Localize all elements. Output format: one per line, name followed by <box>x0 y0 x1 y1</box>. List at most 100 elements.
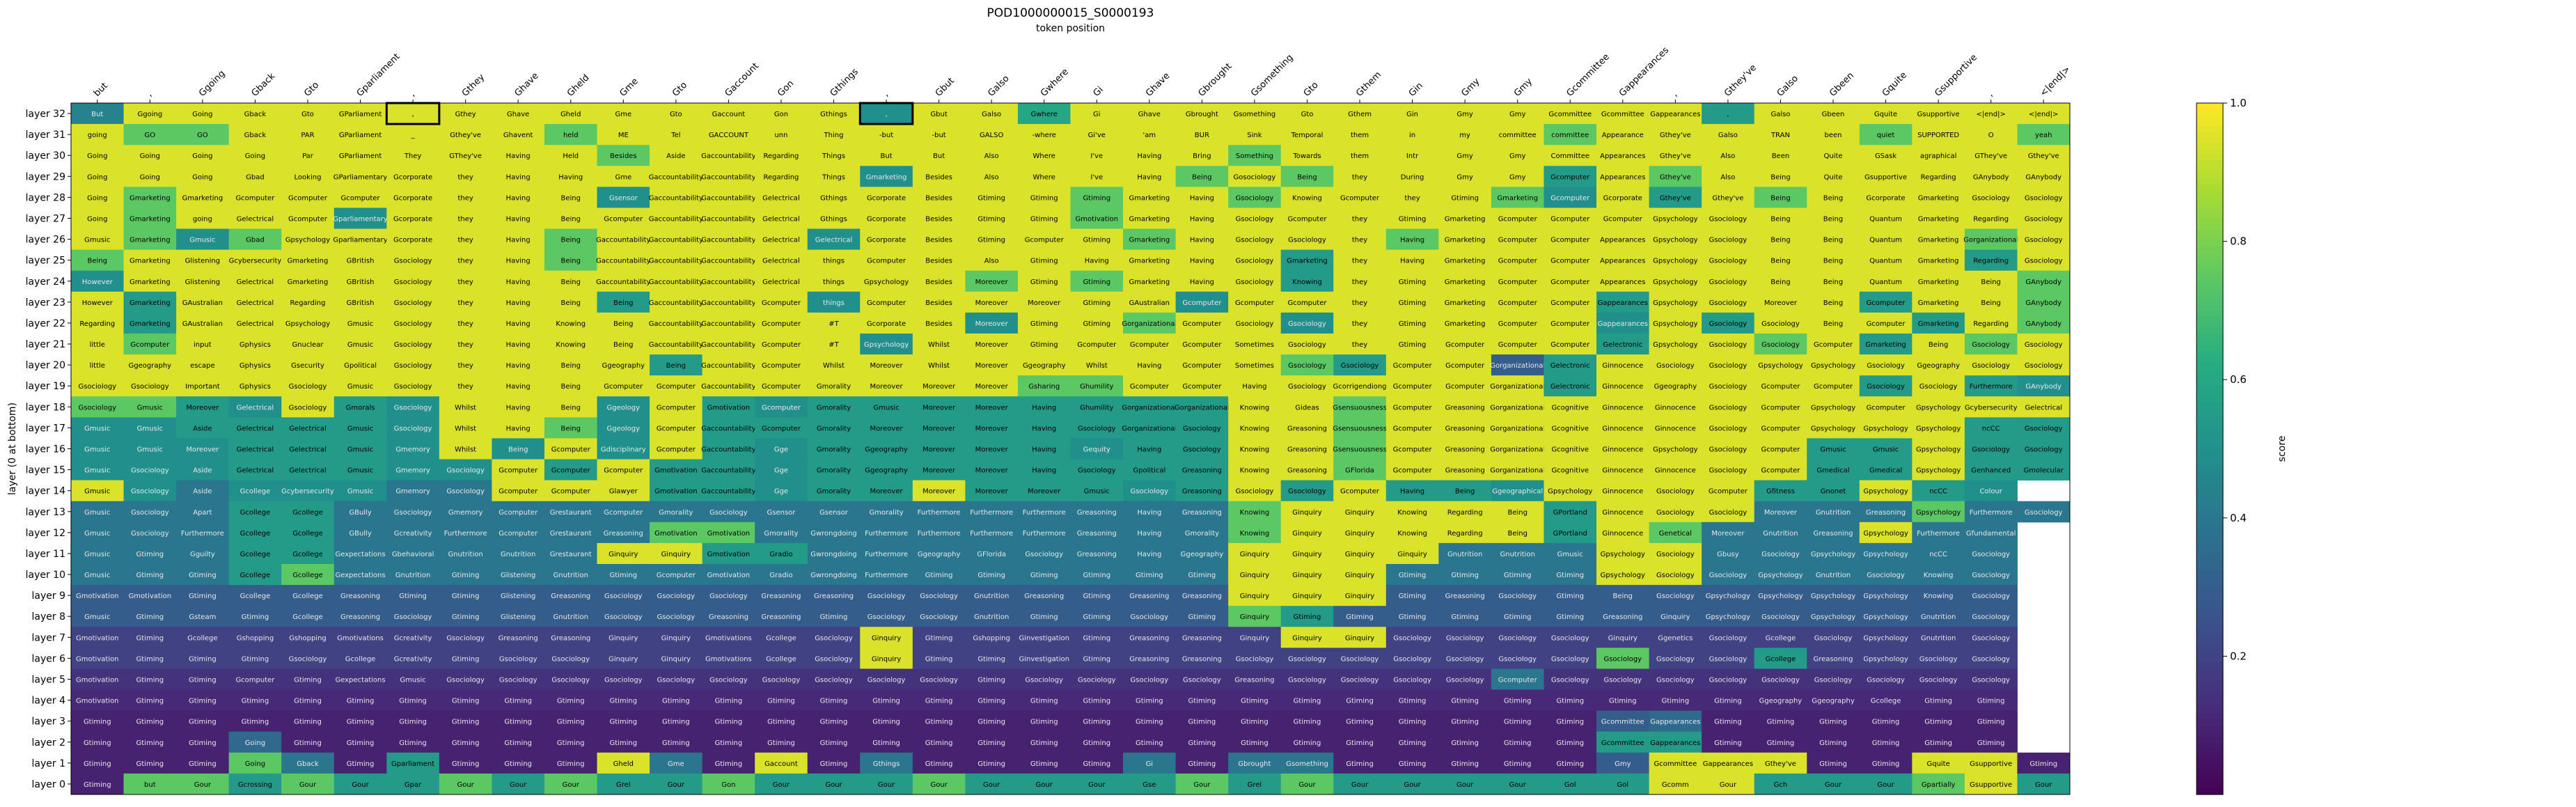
heatmap-cell <box>597 710 650 732</box>
cell-label: Gcollege <box>240 572 271 579</box>
heatmap-cell <box>755 249 808 272</box>
heatmap-cell <box>912 438 966 460</box>
heatmap-cell <box>71 480 125 502</box>
heatmap-cell <box>1754 207 1807 230</box>
heatmap-cell <box>1544 166 1597 187</box>
cell-label: Gme <box>668 760 684 768</box>
heatmap-cell <box>807 166 861 187</box>
cell-label: Gsociology <box>1709 341 1748 349</box>
heatmap-cell <box>1280 354 1334 376</box>
heatmap-cell <box>860 228 913 251</box>
colorbar-segment <box>2197 137 2223 144</box>
colorbar-segment <box>2197 299 2223 306</box>
cell-label: Gmorality <box>817 446 851 454</box>
heatmap-cell <box>2017 501 2071 523</box>
cell-label: Gto <box>301 111 314 118</box>
heatmap-cell <box>1280 668 1334 691</box>
heatmap-cell <box>1544 103 1597 125</box>
heatmap-cell <box>755 438 808 460</box>
heatmap-cell <box>755 145 808 166</box>
cell-label: Gtiming <box>504 719 532 726</box>
heatmap-cell <box>386 291 440 313</box>
heatmap-cell <box>1070 207 1124 230</box>
cell-label: Having <box>1400 488 1424 496</box>
cell-label: Gtiming <box>1399 572 1427 579</box>
cell-label: Gtiming <box>399 593 427 600</box>
heatmap-cell <box>1964 585 2018 606</box>
cell-label: Gcomputer <box>1814 383 1853 391</box>
heatmap-cell <box>1859 249 1913 272</box>
heatmap-cell <box>860 648 913 669</box>
heatmap-cell <box>544 396 598 418</box>
colorbar-segment <box>2197 269 2223 276</box>
heatmap-cell <box>1175 648 1229 669</box>
heatmap-cell <box>1175 354 1229 376</box>
heatmap-cell <box>1807 438 1860 460</box>
cell-label: -but <box>932 132 946 139</box>
heatmap-cell <box>281 334 335 355</box>
heatmap-cell <box>860 166 913 187</box>
cell-label: Ggenetics <box>1658 634 1693 642</box>
cell-label: Gsociology <box>1761 677 1800 684</box>
heatmap-cell <box>912 585 966 606</box>
heatmap-cell <box>1807 480 1860 502</box>
cell-label: Galso <box>982 111 1001 118</box>
cell-label: Gshopping <box>973 634 1010 642</box>
heatmap-cell <box>1859 710 1913 732</box>
heatmap-cell <box>597 312 650 334</box>
heatmap-cell <box>702 648 755 669</box>
x-tick-label: Gsomething <box>1249 52 1295 98</box>
heatmap-cell <box>807 270 861 292</box>
heatmap-cell <box>1123 207 1177 230</box>
heatmap-cell <box>650 375 703 397</box>
heatmap-cell <box>1596 606 1650 627</box>
heatmap-cell <box>386 606 440 627</box>
cell-label: Furthermore <box>444 530 487 538</box>
cell-label: Gmotivation <box>707 551 751 558</box>
cell-label: Gpsychology <box>285 237 330 244</box>
heatmap-cell <box>1649 396 1702 418</box>
heatmap-cell <box>1333 124 1387 146</box>
cell-label: Gphysics <box>239 362 271 370</box>
cell-label: Gpsychology <box>1653 299 1697 307</box>
cell-label: Gmusic <box>84 613 110 621</box>
cell-label: Gtiming <box>1924 739 1952 747</box>
heatmap-cell <box>597 375 650 397</box>
cell-label: Ghavent <box>503 132 533 139</box>
heatmap-cell <box>1649 648 1702 669</box>
heatmap-cell <box>1175 564 1229 586</box>
heatmap-cell <box>1070 627 1124 648</box>
cell-label: Gsociology <box>1025 677 1063 684</box>
heatmap-cell <box>228 689 282 712</box>
heatmap-cell <box>71 585 125 606</box>
heatmap-cell <box>1017 459 1071 481</box>
heatmap-cell <box>1123 522 1177 544</box>
heatmap-cell <box>333 249 387 272</box>
cell-label: Gsociology <box>1972 593 2010 600</box>
heatmap-cell <box>1964 710 2018 732</box>
heatmap-cell <box>1438 166 1492 187</box>
heatmap-cell <box>281 773 335 795</box>
cell-label: Having <box>558 173 583 181</box>
cell-label: Gmarketing <box>1918 237 1959 244</box>
cell-label: Gtiming <box>1030 739 1058 747</box>
cell-label: Gsociology <box>1972 194 2010 202</box>
cell-label: Gmotivation <box>654 467 698 475</box>
cell-label: Gmarketing <box>129 320 171 328</box>
heatmap-cell <box>492 103 545 125</box>
heatmap-cell <box>1807 249 1860 272</box>
heatmap-cell <box>965 564 1019 586</box>
cell-label: Glistening <box>501 572 535 579</box>
cell-label: Gtiming <box>1399 320 1427 328</box>
cell-label: Gsociology <box>1972 677 2010 684</box>
cell-label: Gtiming <box>1556 760 1584 768</box>
cell-label: Gpar <box>405 781 422 789</box>
cell-label: Gcomputer <box>867 258 906 265</box>
cell-label: Being <box>561 404 581 412</box>
cell-label: Gsociology <box>1656 593 1695 600</box>
heatmap-cell <box>702 773 755 795</box>
cell-label: unn <box>774 132 787 139</box>
cell-label: Gaccountability <box>701 299 755 307</box>
cell-label: Gaccountability <box>596 237 650 244</box>
cell-label: Gthey've <box>1660 194 1691 202</box>
